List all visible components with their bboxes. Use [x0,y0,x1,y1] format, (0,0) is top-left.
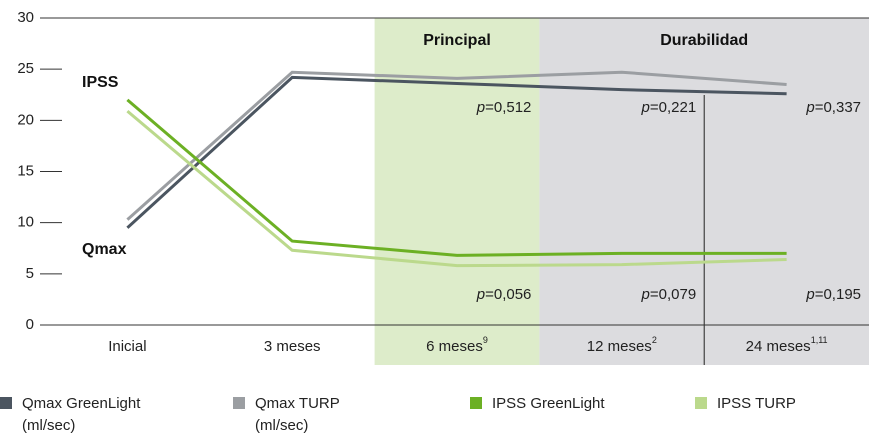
y-tick-label: 25 [17,60,34,77]
category-note: 2 [652,335,657,345]
y-tick-label: 30 [17,9,34,26]
legend-unit: (ml/sec) [22,417,75,434]
y-tick-label: 10 [17,214,34,231]
category-name: 6 meses [426,338,483,355]
x-tick-label: 3 meses [264,338,321,355]
group-header: Durabilidad [660,32,748,49]
category-note: 1,11 [811,335,828,345]
series-label: Qmax [82,241,127,258]
series-label: IPSS [82,74,119,91]
p-value: p=0,337 [805,99,861,116]
legend-label: IPSS TURP [717,395,796,412]
legend-label: Qmax GreenLight [22,395,141,412]
series-line [126,109,787,268]
category-note: 9 [483,335,488,345]
p-value: p=0,195 [805,286,861,303]
legend-label: Qmax TURP [255,395,340,412]
p-value: p=0,056 [476,286,532,303]
y-tick-label: 5 [26,265,34,282]
x-tick-label: 12 meses2 [587,335,657,355]
category-name: 12 meses [587,338,652,355]
series-line [126,70,787,221]
y-tick-label: 15 [17,162,34,179]
legend-unit: (ml/sec) [255,417,308,434]
x-tick-label: 6 meses9 [426,335,488,355]
legend-swatch [0,397,12,409]
legend-swatch [695,397,707,409]
legend-label: IPSS GreenLight [492,395,605,412]
p-value: p=0,512 [476,99,532,116]
x-tick-label: 24 meses1,11 [746,335,828,355]
principal-band [374,18,540,365]
group-header: Principal [423,32,491,49]
category-name: 3 meses [264,338,321,355]
series-line [126,75,787,229]
x-tick-label: Inicial [108,338,146,355]
p-value: p=0,221 [641,99,697,116]
y-tick-label: 20 [17,111,34,128]
legend-swatch [470,397,482,409]
series-line [126,98,787,257]
p-value: p=0,079 [641,286,697,303]
y-tick-label: 0 [26,316,34,333]
legend-swatch [233,397,245,409]
category-name: 24 meses [746,338,811,355]
category-name: Inicial [108,338,146,355]
